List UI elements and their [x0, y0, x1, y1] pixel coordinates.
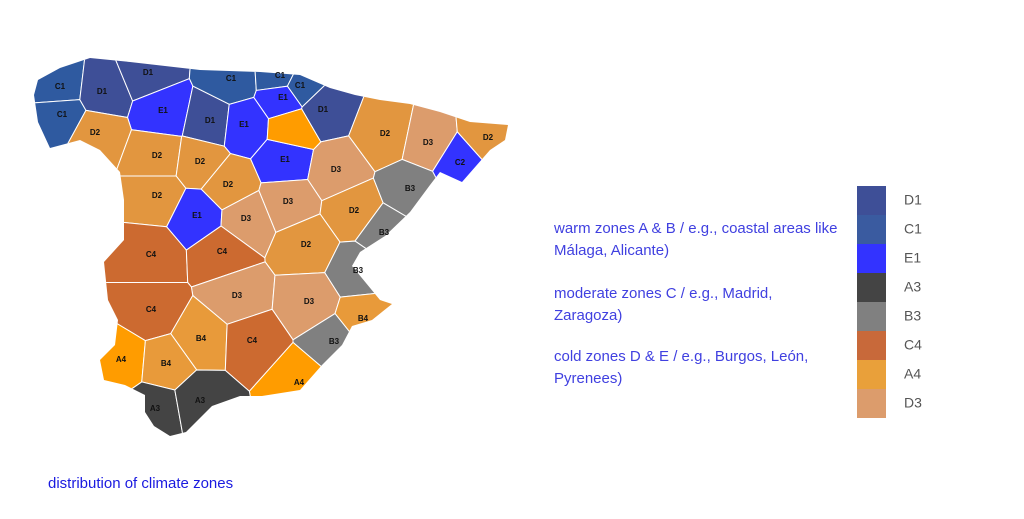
region-label: D2 [380, 129, 391, 138]
region-label: D3 [232, 291, 243, 300]
region-label: D1 [97, 87, 108, 96]
legend-label: E1 [904, 250, 921, 266]
province [248, 341, 456, 436]
note: warm zones A & B / e.g., coastal areas l… [554, 220, 838, 259]
legend-swatch [857, 215, 886, 244]
region-label: B3 [379, 228, 390, 237]
region-label: C4 [217, 247, 228, 256]
region-label: D2 [152, 191, 163, 200]
note: moderate zones C / e.g., Madrid, Zaragoz… [554, 285, 773, 324]
region-label: B4 [358, 314, 369, 323]
region-label: B3 [353, 266, 364, 275]
legend-swatch [857, 360, 886, 389]
province [34, 216, 189, 283]
region-label: B4 [196, 334, 207, 343]
province [286, 58, 406, 108]
region-label: D3 [304, 297, 315, 306]
province [445, 58, 508, 249]
legend-label: B3 [904, 308, 921, 324]
region-label: E1 [280, 155, 290, 164]
caption: distribution of climate zones [48, 475, 234, 492]
region-label: D2 [349, 206, 360, 215]
region-label: D2 [195, 157, 206, 166]
province [354, 202, 508, 315]
region-label: E1 [278, 93, 288, 102]
legend-label: A4 [904, 366, 921, 382]
region-label: D2 [301, 240, 312, 249]
region-label: B4 [161, 359, 172, 368]
region-label: D3 [423, 138, 434, 147]
region-label: D2 [90, 128, 101, 137]
province [266, 108, 322, 151]
legend-swatch [857, 244, 886, 273]
province [250, 58, 332, 92]
region-label: D2 [223, 180, 234, 189]
region-label: D1 [143, 68, 154, 77]
region-label: E1 [158, 106, 168, 115]
legend-swatch [857, 186, 886, 215]
legend-swatch [857, 273, 886, 302]
legend-label: D3 [904, 395, 922, 411]
region-label: C1 [295, 81, 306, 90]
region-label: D1 [318, 105, 329, 114]
note: cold zones D & E / e.g., Burgos, León, P… [554, 348, 809, 387]
region-label: C2 [455, 158, 466, 167]
region-label: C1 [275, 71, 286, 80]
province [71, 175, 187, 228]
province [34, 381, 192, 436]
region-label: C4 [146, 250, 157, 259]
province [334, 287, 508, 436]
region-label: C4 [146, 305, 157, 314]
region-label: D2 [483, 133, 494, 142]
region-label: A3 [195, 396, 206, 405]
region-label: B3 [329, 337, 340, 346]
legend-label: C1 [904, 221, 922, 237]
region-label: D2 [152, 151, 163, 160]
region-label: C1 [57, 110, 68, 119]
legend-label: D1 [904, 192, 922, 208]
region-label: A4 [116, 355, 127, 364]
province [34, 99, 87, 254]
region-label: D3 [331, 165, 342, 174]
legend-label: A3 [904, 279, 921, 295]
region-label: C1 [226, 74, 237, 83]
legend-swatch [857, 331, 886, 360]
province [188, 58, 257, 105]
region-label: E1 [192, 211, 202, 220]
region-label: A3 [150, 404, 161, 413]
province [324, 240, 426, 298]
legend-swatch [857, 302, 886, 331]
province [34, 58, 92, 106]
region-label: C1 [55, 82, 66, 91]
province [79, 58, 134, 119]
region-label: D3 [241, 214, 252, 223]
region-label: A4 [294, 378, 305, 387]
region-label: E1 [239, 120, 249, 129]
region-label: C4 [247, 336, 258, 345]
region-label: D3 [283, 197, 294, 206]
region-label: B3 [405, 184, 416, 193]
region-label: D1 [205, 116, 216, 125]
province [431, 130, 508, 335]
legend-label: C4 [904, 337, 922, 353]
legend: D1 C1 E1 A3 B3 C4 A4 D3 [857, 186, 922, 418]
legend-swatch [857, 389, 886, 418]
region-labels: C1 C1 D1 D1 C1 C1 C1 E1 E1 D1 E1 D1 D2 D2 D2 E1 D3 D2 D3 C2… [55, 68, 494, 413]
province [292, 312, 469, 436]
